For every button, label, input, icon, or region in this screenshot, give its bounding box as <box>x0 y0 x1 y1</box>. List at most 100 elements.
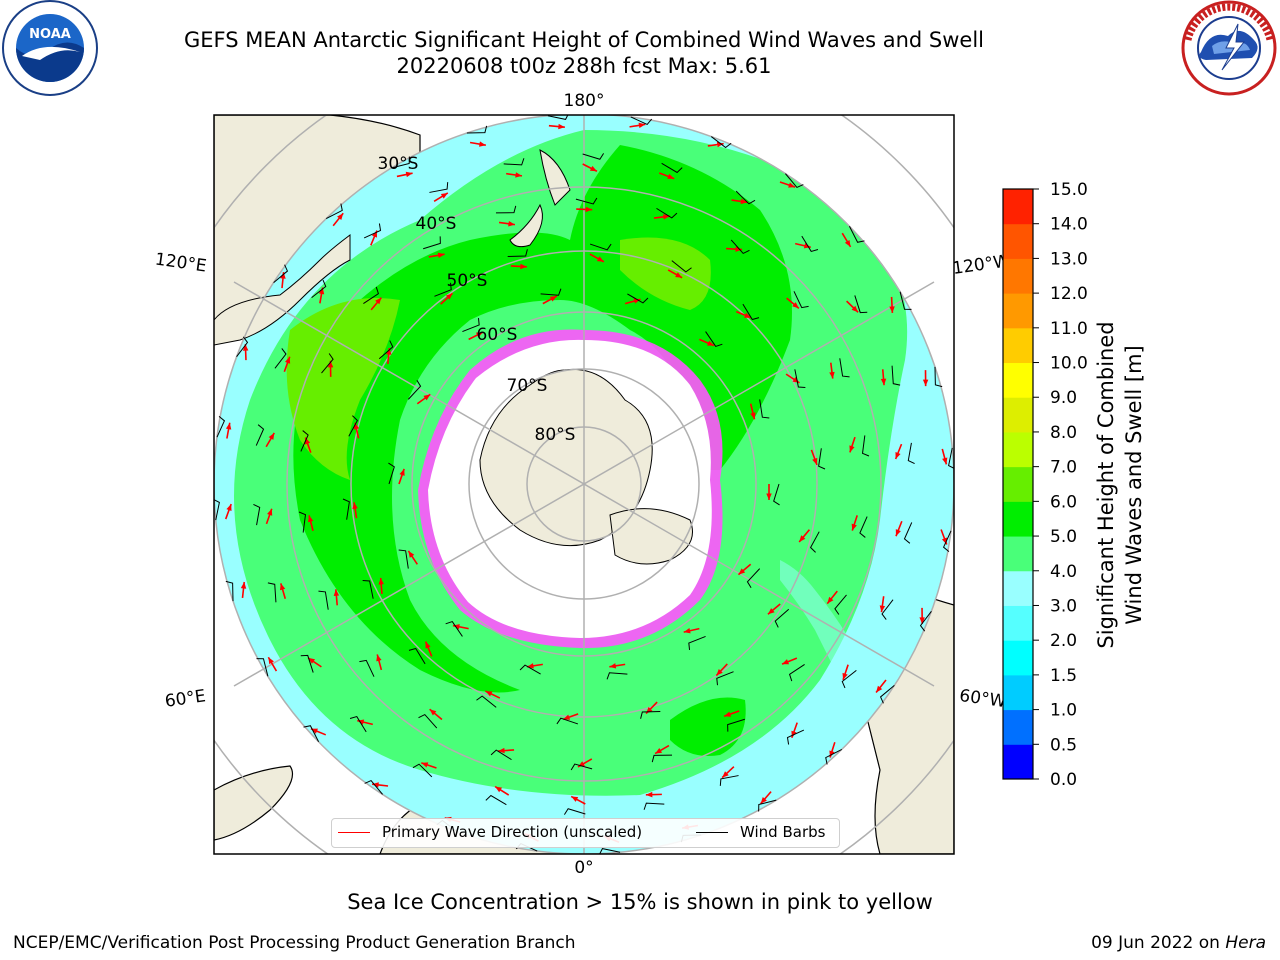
colorbar-tick-label: 7.0 <box>1050 458 1077 478</box>
wind-barb <box>325 203 343 220</box>
wind-barb <box>651 754 673 763</box>
lat-label-50s: 50°S <box>447 271 488 291</box>
wave-arrow-head <box>895 452 901 459</box>
wind-barb <box>256 658 269 677</box>
colorbar-tick-label: 12.0 <box>1050 284 1088 304</box>
wave-arrow-head <box>879 605 886 613</box>
wind-barb <box>606 672 628 680</box>
colorbar-bin <box>1003 293 1033 329</box>
wind-barb <box>793 291 809 309</box>
colorbar-bin <box>1003 327 1033 364</box>
wind-barb <box>303 725 320 743</box>
colorbar-tick-label: 9.0 <box>1050 388 1077 408</box>
wave-arrow-head <box>520 263 527 270</box>
wind-barb <box>273 264 289 283</box>
wind-barb <box>267 582 277 603</box>
wave-arrow-head <box>851 523 857 531</box>
wave-arrow-head <box>508 221 515 227</box>
wave-arrow-head <box>735 246 743 252</box>
wind-barb <box>445 620 463 637</box>
colorbar-tick-label: 1.0 <box>1050 701 1077 721</box>
wave-arrow-head <box>609 663 617 669</box>
colorbar-bin <box>1003 397 1033 433</box>
wind-barb <box>418 713 438 729</box>
wind-barb <box>730 239 750 255</box>
colorbar-frame <box>1002 188 1034 780</box>
wave-arrow-head <box>782 659 790 665</box>
wind-barb <box>643 802 665 810</box>
wave-arrow-head <box>485 691 493 697</box>
wind-barb <box>364 779 383 795</box>
wave-arrow-head <box>842 672 848 680</box>
colorbar-tick-label: 0.5 <box>1050 735 1077 755</box>
legend-item-wind-barbs: Wind Barbs <box>696 823 825 841</box>
wind-barb <box>801 235 819 253</box>
wave-arrow-head <box>799 535 806 542</box>
footer-credit: NCEP/EMC/Verification Post Processing Pr… <box>13 933 576 953</box>
wind-barb <box>378 340 394 360</box>
wind-barb <box>540 288 562 296</box>
wave-arrow-head <box>633 298 641 304</box>
wave-arrow-head <box>225 422 232 430</box>
wind-barb <box>727 718 745 732</box>
wind-barb <box>785 173 804 189</box>
wave-arrow-head <box>558 123 565 130</box>
wind-barb <box>627 293 649 304</box>
wind-barb <box>466 125 488 134</box>
wind-barb <box>919 610 932 632</box>
wave-arrow-head <box>889 306 895 313</box>
wind-barb <box>719 775 739 786</box>
wind-barb <box>809 531 820 553</box>
wind-barb <box>490 749 512 761</box>
wave-arrow-head <box>284 356 291 364</box>
lat-label-80s: 80°S <box>535 425 576 445</box>
wind-barb <box>934 366 943 388</box>
wind-barb <box>881 599 894 620</box>
wind-barb <box>839 358 850 378</box>
wave-arrow-head <box>724 711 732 717</box>
wave-arrow-head <box>589 165 597 172</box>
wind-barb <box>582 153 605 160</box>
wave-arrow-head <box>375 297 382 305</box>
wave-arrow-head <box>378 577 384 585</box>
wind-barb <box>321 353 334 374</box>
colorbar-tick-label: 6.0 <box>1050 492 1077 512</box>
wave-arrow-head <box>571 796 579 802</box>
wave-arrow-head <box>596 256 604 262</box>
wave-arrow-head <box>267 508 273 516</box>
wave-arrow-head <box>683 628 691 634</box>
wind-barb <box>759 399 770 419</box>
wave-arrow-head <box>638 122 646 129</box>
wave-arrow-head <box>919 617 925 624</box>
colorbar-bin <box>1003 570 1033 606</box>
wind-barb <box>630 116 653 126</box>
footer-date: 09 Jun 2022 on Hera <box>1091 933 1266 953</box>
colorbar-tick-label: 0.0 <box>1050 770 1077 790</box>
wave-arrow-head <box>716 141 724 148</box>
wind-barb <box>640 711 661 719</box>
wind-barb <box>903 522 913 544</box>
wind-barb <box>408 647 426 665</box>
wind-barb <box>942 530 952 553</box>
wind-barb <box>216 415 226 438</box>
legend-item-wave-direction: Primary Wave Direction (unscaled) <box>338 823 642 841</box>
wind-barb <box>746 568 761 589</box>
wind-barb <box>388 462 395 485</box>
wind-barb <box>349 715 367 733</box>
wave-arrow-head <box>880 378 887 386</box>
lon-label-60e: 60°E <box>164 686 207 711</box>
wave-arrow-head <box>707 340 715 346</box>
wave-arrow-head <box>405 171 413 178</box>
wave-arrow-head <box>268 432 275 440</box>
wind-barb <box>705 331 723 348</box>
wave-arrow-head <box>352 502 358 510</box>
lat-label-40s: 40°S <box>416 214 457 234</box>
lat-label-70s: 70°S <box>507 376 548 396</box>
wind-barb <box>671 260 692 273</box>
wave-arrow-head <box>740 198 748 205</box>
colorbar-bin <box>1003 744 1033 780</box>
noaa-logo: NOAA <box>2 0 98 96</box>
wind-barb <box>563 808 586 815</box>
wave-arrow-head <box>495 786 503 793</box>
